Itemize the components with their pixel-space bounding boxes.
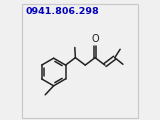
FancyBboxPatch shape bbox=[22, 4, 138, 118]
Text: 0941.806.298: 0941.806.298 bbox=[26, 7, 100, 16]
Text: O: O bbox=[91, 34, 99, 44]
